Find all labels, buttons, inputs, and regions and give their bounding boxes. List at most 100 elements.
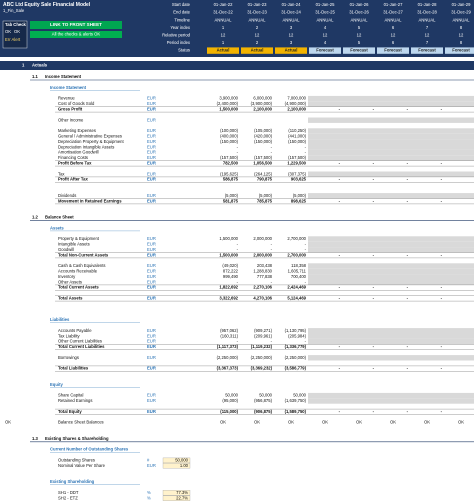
timing-value: 12 [221, 33, 226, 38]
link-button[interactable] [30, 21, 122, 29]
timing-value: 6 [392, 40, 395, 45]
sheet-name: 1_Fin_Sale [3, 8, 25, 13]
row-label: Depreciation Intangible Assets [58, 144, 114, 149]
row-label: Dividends [58, 193, 76, 198]
cell-value: (110,250) [288, 128, 306, 133]
row-label: Nominal Value Per Share [58, 463, 106, 468]
cell-value: - [339, 296, 341, 301]
row-label: Retained Earnings [58, 398, 92, 403]
input-cell [162, 490, 191, 496]
row-unit: EUR [147, 128, 156, 133]
forecast-shade [308, 101, 474, 107]
timing-value: ANNUAL [385, 17, 403, 22]
cell-value: - [373, 177, 375, 182]
cell-value: 203,438 [257, 263, 273, 268]
cell-value: (264,125) [254, 171, 273, 176]
timing-value: 6 [392, 25, 395, 30]
subsection-title: Income Statement [45, 74, 82, 79]
row-label: Revenue [58, 96, 75, 101]
timing-value: 31-Dec-25 [315, 10, 335, 15]
cell-value: (49,020) [222, 263, 238, 268]
cell-value: 3,322,692 [219, 296, 238, 301]
row-unit: EUR [147, 177, 156, 182]
cell-value: 777,838 [257, 274, 273, 279]
tab-check-box [2, 20, 28, 49]
forecast-shade [308, 247, 474, 253]
timing-value: 7 [426, 25, 429, 30]
timing-value: 5 [358, 40, 361, 45]
status-cell [377, 47, 409, 54]
row-label: Borrowings [58, 355, 79, 360]
cell-value: (115,000) [220, 409, 238, 414]
cell-value: - [339, 344, 341, 349]
status-cell [309, 47, 341, 54]
cell-value: - [339, 107, 341, 112]
cell-value: (2,250,000) [217, 355, 239, 360]
cell-value: (4,900,000) [285, 101, 307, 106]
row-unit: EUR [147, 269, 156, 274]
cell-value: - [373, 285, 375, 290]
cell-value: - [407, 252, 409, 257]
cell-value: - [373, 252, 375, 257]
forecast-shade [308, 279, 474, 285]
cell-value: (100,000) [220, 128, 239, 133]
checks-banner [30, 31, 122, 38]
cell-value: - [407, 344, 409, 349]
timing-value: 01-Jan-26 [350, 2, 370, 7]
timing-value: 12 [255, 33, 260, 38]
cell-value: - [271, 150, 273, 155]
row-label: Other Current Liabilities [58, 339, 102, 344]
cell-value: - [305, 279, 307, 284]
cell-value: - [305, 247, 307, 252]
subsection-number: 1.2 [32, 215, 38, 220]
forecast-shade [308, 338, 474, 345]
cell-value: (157,500) [288, 155, 307, 160]
cell-value: - [407, 161, 409, 166]
check-value: OK [390, 420, 396, 425]
timing-value: 01-Jan-29 [452, 2, 472, 7]
cell-value: 5,124,469 [287, 296, 306, 301]
cell-value: (5,000) [225, 193, 239, 198]
row-label: Inventory [58, 274, 76, 279]
cell-value: - [373, 409, 375, 414]
cell-value: (3,367,373) [217, 366, 239, 371]
timing-value: 8 [460, 40, 463, 45]
cell-value: - [441, 344, 443, 349]
timing-value: 01-Jan-24 [282, 2, 302, 7]
cell-value: (2,400,000) [217, 101, 239, 106]
row-label: Goodwill [58, 247, 74, 252]
block-heading: Equity [50, 382, 63, 387]
cell-value: (3,900,000) [251, 101, 273, 106]
checks-banner-text: All the checks & alerts OK [52, 32, 101, 37]
tab-check-alert: Err Alert [5, 37, 21, 42]
row-label: Total Current Assets [58, 285, 99, 290]
timing-value: 1 [222, 25, 225, 30]
cell-value: 2,700,000 [287, 236, 306, 241]
row-unit: EUR [147, 193, 156, 198]
cell-value: - [237, 242, 239, 247]
cell-value: - [441, 296, 443, 301]
cell-value: - [271, 144, 273, 149]
timing-value: 01-Jan-23 [248, 2, 268, 7]
cell-value: 700,400 [291, 274, 307, 279]
cell-value: (400,000) [220, 134, 239, 139]
timing-value: Forecast [350, 48, 368, 53]
check-value: OK [424, 420, 430, 425]
row-unit: EUR [147, 339, 156, 344]
row-unit: EUR [147, 274, 156, 279]
cell-value: (441,000) [288, 134, 307, 139]
cell-value: 872,222 [223, 269, 239, 274]
timing-value: 12 [425, 33, 430, 38]
cell-value: - [339, 366, 341, 371]
link-button-text[interactable]: LINK TO FRONT SHEET [50, 22, 102, 27]
cell-value: - [407, 409, 409, 414]
forecast-shade [308, 236, 474, 242]
timing-value: Forecast [316, 48, 334, 53]
timing-value: 12 [391, 33, 396, 38]
row-label: Depreciation Property & Equipment [58, 139, 124, 144]
cell-value: 903,625 [291, 177, 307, 182]
forecast-shade [308, 241, 474, 248]
tab-check-title: Tab Check [5, 22, 27, 27]
row-unit: EUR [147, 134, 156, 139]
timing-value: Actual [217, 48, 230, 53]
